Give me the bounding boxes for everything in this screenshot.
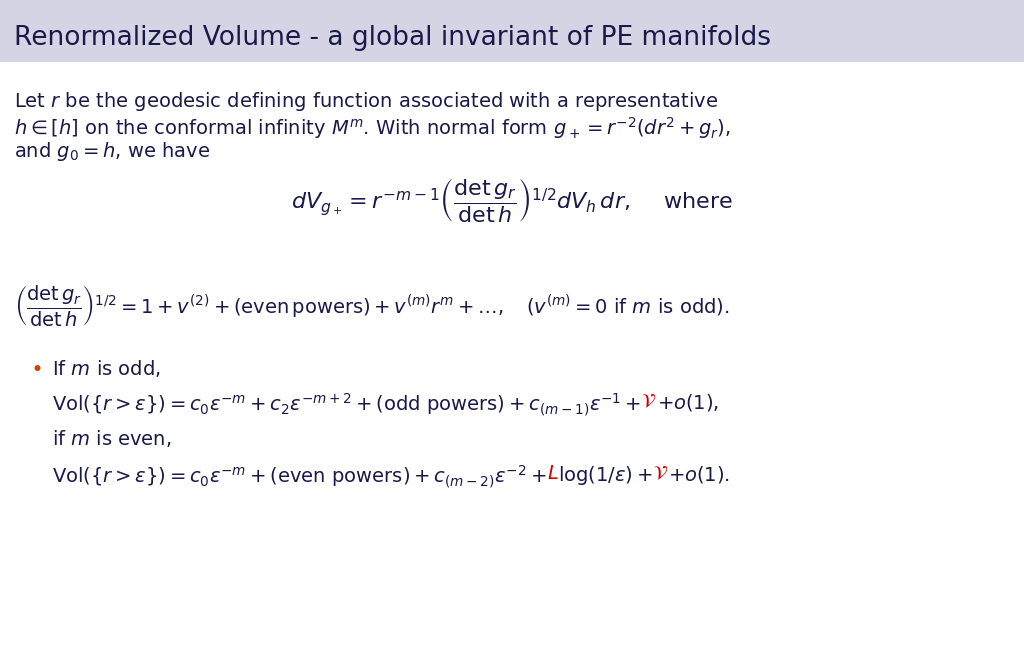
Text: If $m$ is odd,: If $m$ is odd, (52, 358, 161, 379)
Text: if $m$ is even,: if $m$ is even, (52, 428, 172, 449)
Text: and $g_0 = h$, we have: and $g_0 = h$, we have (14, 140, 210, 163)
Text: $\mathrm{Vol}(\{r > \varepsilon\}) = c_0\varepsilon^{-m} + (\mathrm{even\ powers: $\mathrm{Vol}(\{r > \varepsilon\}) = c_0… (52, 464, 547, 490)
Text: $\left(\dfrac{\det g_r}{\det h}\right)^{1/2} = 1 + v^{(2)} + (\mathrm{even\,powe: $\left(\dfrac{\det g_r}{\det h}\right)^{… (14, 282, 729, 327)
Text: $\log(1/\varepsilon) + $: $\log(1/\varepsilon) + $ (558, 464, 653, 487)
Text: Renormalized Volume - a global invariant of PE manifolds: Renormalized Volume - a global invariant… (14, 25, 771, 51)
Text: $L$: $L$ (547, 464, 558, 483)
Text: $\mathcal{V}$: $\mathcal{V}$ (653, 464, 668, 483)
Text: $\mathcal{V}$: $\mathcal{V}$ (641, 392, 656, 411)
Text: $h \in [h]$ on the conformal infinity $M^m$. With normal form $g_+ = r^{-2}(dr^2: $h \in [h]$ on the conformal infinity $M… (14, 115, 731, 141)
Text: $\mathrm{Vol}(\{r > \varepsilon\}) = c_0\varepsilon^{-m} + c_2\varepsilon^{-m+2}: $\mathrm{Vol}(\{r > \varepsilon\}) = c_0… (52, 392, 641, 418)
Text: Let $r$ be the geodesic defining function associated with a representative: Let $r$ be the geodesic defining functio… (14, 90, 719, 113)
Text: $+ o(1).$: $+ o(1).$ (668, 464, 730, 485)
Text: $+ o(1),$: $+ o(1),$ (656, 392, 719, 413)
Text: $\bullet$: $\bullet$ (30, 358, 42, 378)
Text: $dV_{g_+} = r^{-m-1} \left(\dfrac{\det g_r}{\det h}\right)^{1/2} dV_h\, dr, \qua: $dV_{g_+} = r^{-m-1} \left(\dfrac{\det g… (291, 176, 733, 224)
